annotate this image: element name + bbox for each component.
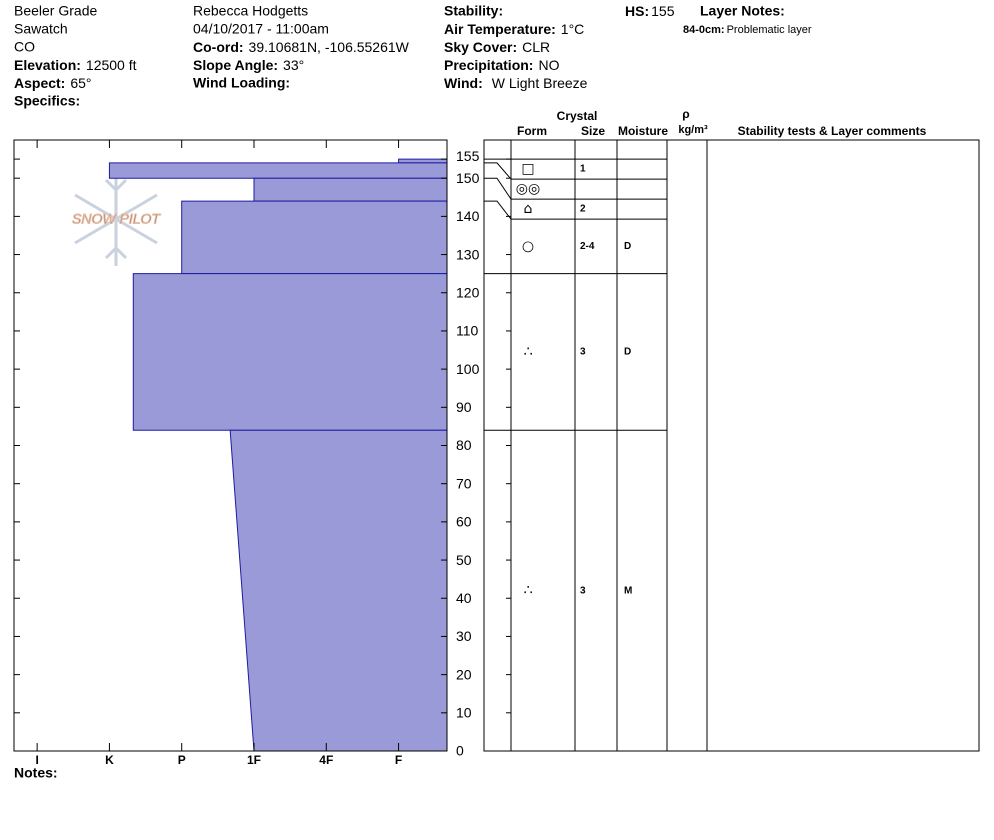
label: Aspect: xyxy=(14,75,65,91)
hardness-layer xyxy=(133,273,447,431)
y-tick-label: 110 xyxy=(456,323,479,339)
location: Beeler Grade xyxy=(14,3,97,19)
value: CLR xyxy=(522,39,550,55)
y-tick-label: 155 xyxy=(456,148,480,164)
crystal-size: 3 xyxy=(580,585,586,596)
form-header: Form xyxy=(517,124,547,138)
label: Slope Angle: xyxy=(193,57,278,73)
moisture: M xyxy=(624,585,632,596)
label: Wind: xyxy=(444,75,483,91)
value: 33° xyxy=(283,57,304,73)
label: Co-ord: xyxy=(193,39,244,55)
label: Air Temperature: xyxy=(444,21,556,37)
precipitation: Precipitation: NO xyxy=(444,57,560,73)
y-tick-label: 140 xyxy=(456,208,480,224)
hs: HS: 155 xyxy=(625,3,675,19)
hardness-layer xyxy=(398,159,447,163)
moisture-header: Moisture xyxy=(618,124,668,138)
hardness-layer xyxy=(109,162,447,179)
y-tick-label: 80 xyxy=(456,437,472,453)
y-tick-label: 10 xyxy=(456,705,472,721)
value: 39.10681N, -106.55261W xyxy=(249,39,410,55)
label: Elevation: xyxy=(14,57,81,73)
value: W Light Breeze xyxy=(492,75,588,91)
elevation: Elevation: 12500 ft xyxy=(14,57,137,73)
hardness-layer xyxy=(181,201,447,274)
moisture: D xyxy=(624,347,631,358)
stability: Stability: xyxy=(444,3,503,19)
crystal-form: ○ xyxy=(522,238,534,254)
y-tick-label: 40 xyxy=(456,590,472,606)
x-tick-label: P xyxy=(178,753,186,767)
crystal-size: 1 xyxy=(580,164,586,175)
specifics: Specifics: xyxy=(14,93,80,109)
snowflake xyxy=(74,172,158,266)
datetime: 04/10/2017 - 11:00am xyxy=(193,21,329,37)
logo: SNOW PILOT xyxy=(72,172,162,266)
crystal-size: 3 xyxy=(580,347,586,358)
connector xyxy=(484,200,512,220)
x-tick-label: K xyxy=(105,753,114,767)
layer-note: 84-0cm: Problematic layer xyxy=(683,24,812,36)
crystal-form: □ xyxy=(521,161,534,177)
layer-notes-title: Layer Notes: xyxy=(700,3,785,19)
text: Problematic layer xyxy=(727,24,812,36)
y-tick-label: 60 xyxy=(456,514,472,530)
y-tick-label: 70 xyxy=(456,475,472,491)
hardness-layer xyxy=(230,430,447,751)
state: CO xyxy=(14,39,35,55)
notes: Notes: xyxy=(14,765,58,781)
x-tick-label: F xyxy=(395,753,402,767)
observer: Rebecca Hodgetts xyxy=(193,3,308,19)
plot: 0 10 20 30 40 50 60 70 80 90 100 110 120 130 140 150 155… xyxy=(13,139,980,767)
y-tick-label: 120 xyxy=(456,284,480,300)
label: Sky Cover: xyxy=(444,39,517,55)
crystal-form: ∴ xyxy=(524,344,533,360)
air-temperature: Air Temperature: 1°C xyxy=(444,21,584,37)
table-frame xyxy=(483,139,980,752)
density-unit-header: kg/m³ xyxy=(678,124,708,136)
value: 155 xyxy=(651,3,675,19)
moisture: D xyxy=(624,241,631,252)
slope-angle: Slope Angle: 33° xyxy=(193,57,304,73)
label: HS: xyxy=(625,3,649,19)
coord: Co-ord: 39.10681N, -106.55261W xyxy=(193,39,410,55)
connector xyxy=(484,177,512,200)
sky-cover: Sky Cover: CLR xyxy=(444,39,550,55)
y-tick-label: 0 xyxy=(456,743,464,759)
value: NO xyxy=(538,57,559,73)
y-tick-label: 50 xyxy=(456,552,472,568)
crystal-size: 2 xyxy=(580,204,586,215)
value: 65° xyxy=(70,75,91,91)
crystal-form: ∴ xyxy=(524,583,533,599)
y-tick-label: 90 xyxy=(456,399,472,415)
crystal-header: Crystal xyxy=(557,109,598,123)
crystal-form: ⌂ xyxy=(524,201,533,217)
wind: Wind: W Light Breeze xyxy=(444,75,588,91)
x-tick-label: I xyxy=(35,753,38,767)
hardness-layer xyxy=(253,178,447,202)
value: 12500 ft xyxy=(86,57,137,73)
y-tick-label: 130 xyxy=(456,246,480,262)
size-header: Size xyxy=(581,124,605,138)
range: 84-0cm: xyxy=(683,24,725,36)
crystal-form: ◎◎ xyxy=(516,181,540,197)
y-tick-label: 150 xyxy=(456,170,480,186)
label: Precipitation: xyxy=(444,57,533,73)
crystal-size: 2-4 xyxy=(580,241,595,252)
connector xyxy=(484,162,512,180)
range: Sawatch xyxy=(14,21,68,37)
y-tick-label: 20 xyxy=(456,666,472,682)
value: 1°C xyxy=(561,21,585,37)
y-tick-label: 100 xyxy=(456,361,480,377)
x-tick-label: 4F xyxy=(319,753,333,767)
comments-header: Stability tests & Layer comments xyxy=(738,124,927,138)
aspect: Aspect: 65° xyxy=(14,75,92,91)
x-tick-label: 1F xyxy=(247,753,261,767)
rho-header: ρ xyxy=(682,107,689,121)
y-tick-label: 30 xyxy=(456,628,472,644)
logo-text: SNOW PILOT xyxy=(72,211,161,227)
wind-loading: Wind Loading: xyxy=(193,75,290,91)
